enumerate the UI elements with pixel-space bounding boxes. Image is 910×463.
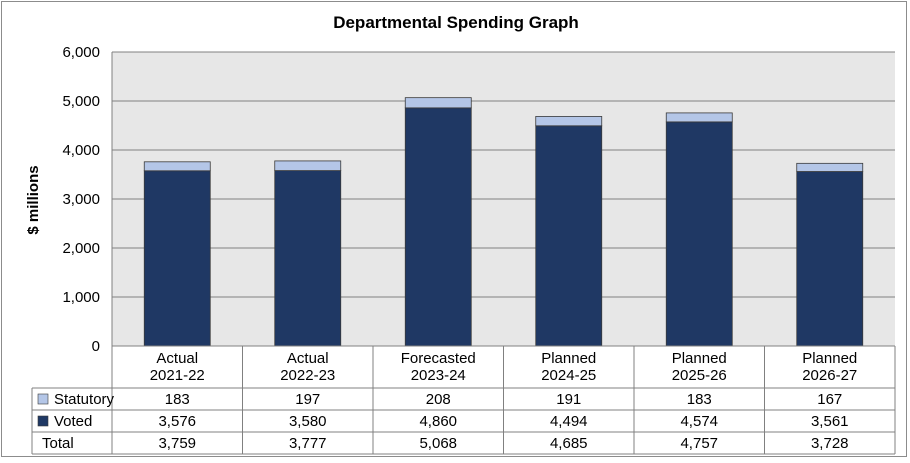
bar-statutory xyxy=(665,112,733,123)
bar-voted xyxy=(796,171,864,347)
category-label: Planned xyxy=(802,350,857,367)
category-label: 2025-26 xyxy=(672,367,727,384)
bar-voted xyxy=(535,125,603,347)
category-label: 2024-25 xyxy=(541,367,596,384)
y-tick-label: 0 xyxy=(92,338,100,355)
legend-key-voted xyxy=(37,415,49,427)
y-tick-label: 5,000 xyxy=(62,93,100,110)
bar-statutory xyxy=(796,162,864,172)
bar-voted xyxy=(665,121,733,347)
legend-label-statutory: Statutory xyxy=(54,391,115,408)
category-label: 2021-22 xyxy=(150,367,205,384)
bar-statutory xyxy=(404,97,472,109)
chart-title: Departmental Spending Graph xyxy=(333,13,579,32)
y-tick-label: 2,000 xyxy=(62,240,100,257)
category-label: Actual xyxy=(287,350,329,367)
bar-voted xyxy=(274,170,342,347)
category-label: Actual xyxy=(156,350,198,367)
data-label-statutory: 167 xyxy=(817,391,842,408)
bar-statutory xyxy=(143,161,211,172)
data-label-statutory: 183 xyxy=(165,391,190,408)
category-label: Planned xyxy=(541,350,596,367)
y-axis-label: $ millions xyxy=(25,165,42,234)
category-label: 2022-23 xyxy=(280,367,335,384)
data-label-statutory: 183 xyxy=(687,391,712,408)
data-label-voted: 4,860 xyxy=(419,413,457,430)
data-label-voted: 3,561 xyxy=(811,413,849,430)
data-label-total: 3,777 xyxy=(289,435,327,452)
y-tick-label: 3,000 xyxy=(62,191,100,208)
data-label-statutory: 208 xyxy=(426,391,451,408)
data-label-total: 4,757 xyxy=(680,435,718,452)
legend-key-statutory xyxy=(37,393,49,405)
bar-voted xyxy=(404,107,472,347)
data-label-voted: 4,494 xyxy=(550,413,588,430)
data-label-voted: 3,576 xyxy=(158,413,196,430)
category-label: Forecasted xyxy=(401,350,476,367)
y-tick-label: 1,000 xyxy=(62,289,100,306)
row-label-total: Total xyxy=(42,435,74,452)
y-tick-label: 4,000 xyxy=(62,142,100,159)
data-label-voted: 4,574 xyxy=(680,413,718,430)
data-label-total: 3,728 xyxy=(811,435,849,452)
category-label: Planned xyxy=(672,350,727,367)
data-label-voted: 3,580 xyxy=(289,413,327,430)
bar-statutory xyxy=(535,116,603,127)
bar-statutory xyxy=(274,160,342,171)
y-tick-label: 6,000 xyxy=(62,44,100,61)
category-label: 2023-24 xyxy=(411,367,466,384)
data-label-total: 4,685 xyxy=(550,435,588,452)
data-label-statutory: 191 xyxy=(556,391,581,408)
legend-label-voted: Voted xyxy=(54,413,92,430)
data-label-total: 5,068 xyxy=(419,435,457,452)
category-label: 2026-27 xyxy=(802,367,857,384)
data-label-statutory: 197 xyxy=(295,391,320,408)
data-label-total: 3,759 xyxy=(158,435,196,452)
bar-voted xyxy=(143,170,211,347)
